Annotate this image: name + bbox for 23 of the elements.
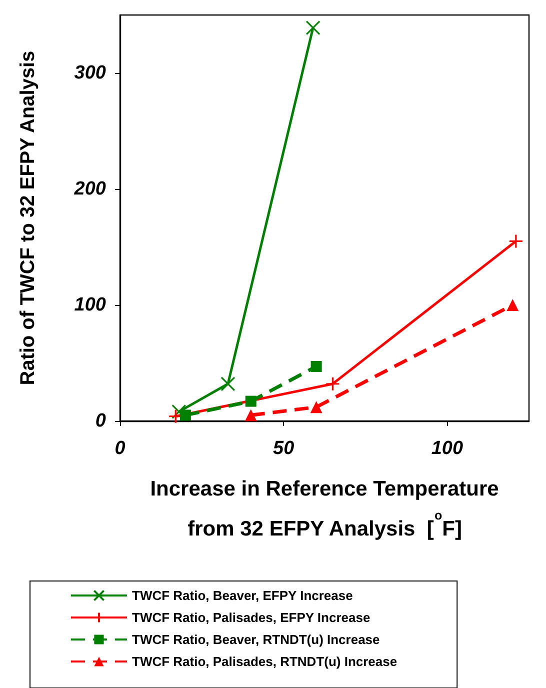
point xyxy=(310,360,322,372)
point xyxy=(506,299,519,311)
x-tick-label: 50 xyxy=(273,438,295,459)
point xyxy=(180,410,191,421)
x-tick-label: 0 xyxy=(114,438,126,459)
y-tick-label: 200 xyxy=(73,178,106,200)
x-tick-label: 100 xyxy=(431,438,464,459)
point xyxy=(245,396,256,407)
point xyxy=(508,234,524,248)
point xyxy=(172,404,186,420)
legend-label: TWCF Ratio, Palisades, EFPY Increase xyxy=(132,610,370,625)
legend-label: TWCF Ratio, Beaver, EFPY Increase xyxy=(132,588,353,603)
point xyxy=(244,409,257,422)
point xyxy=(220,376,236,392)
point xyxy=(310,401,322,414)
point xyxy=(306,20,320,36)
legend-label: TWCF Ratio, Beaver, RTNDT(u) Increase xyxy=(132,632,380,647)
legend-label: TWCF Ratio, Palisades, RTNDT(u) Increase xyxy=(132,654,398,669)
y-tick-label: 100 xyxy=(74,294,106,316)
y-axis-title: Ratio of TWCF to 32 EFPY Analysis xyxy=(17,50,39,386)
point xyxy=(325,376,340,392)
y-tick-label: 0 xyxy=(95,410,106,432)
y-tick-label: 300 xyxy=(74,62,106,84)
